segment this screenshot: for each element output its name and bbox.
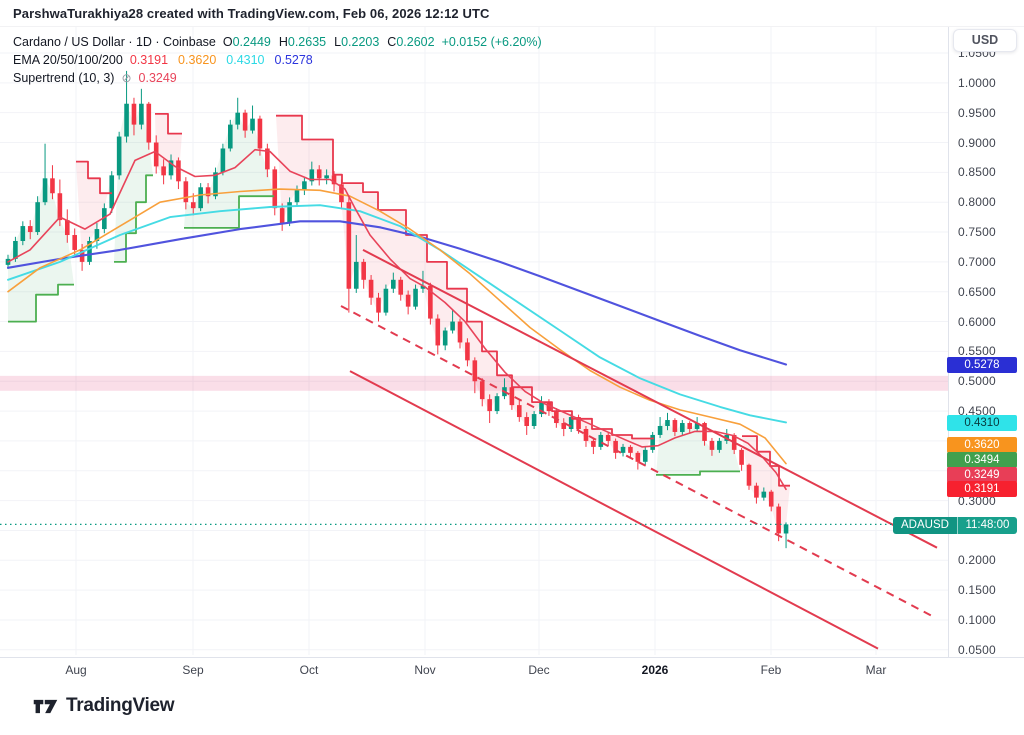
price-tick: 0.0500 (958, 642, 996, 657)
tradingview-logo-icon (33, 699, 58, 713)
price-tick: 1.0000 (958, 75, 996, 90)
legend-ema-row: EMA 20/50/100/200 0.3191 0.3620 0.4310 0.52… (13, 51, 542, 69)
legend-symbol-row: Cardano / US Dollar · 1D · Coinbase O0.2… (13, 33, 542, 51)
header-bar: ParshwaTurakhiya28 created with TradingV… (0, 0, 1024, 27)
attribution-text: ParshwaTurakhiya28 created with TradingV… (13, 6, 490, 21)
supertrend-fill (8, 103, 790, 534)
price-tick: 0.4500 (958, 404, 996, 419)
footer: TradingView (0, 683, 1024, 735)
ohlc-item: L0.2203 (334, 35, 380, 49)
chart-area: Cardano / US Dollar · 1D · Coinbase O0.2… (0, 27, 948, 657)
ohlc-item: H0.2635 (278, 35, 327, 49)
price-tick: 0.1500 (958, 583, 996, 598)
change-value: +0.0152 (+6.20%) (441, 35, 542, 49)
price-tick: 0.8000 (958, 195, 996, 210)
symbol-countdown-badge: ADAUSD 11:48:00 (893, 517, 1017, 534)
price-tick: 0.5000 (958, 374, 996, 389)
price-badge: 0.3620 (947, 437, 1017, 453)
ema-50-line (7, 188, 787, 465)
tradingview-logo[interactable]: TradingView (33, 695, 175, 717)
trend-channel (340, 249, 938, 650)
price-badge: 0.5278 (947, 357, 1017, 373)
ohlc-values: O0.2449 H0.2635 L0.2203 C0.2602 (223, 35, 435, 49)
time-tick: 2026 (641, 663, 669, 677)
price-tick: 0.3000 (958, 493, 996, 508)
tradingview-logo-text: TradingView (66, 695, 175, 716)
price-tick: 0.6500 (958, 284, 996, 299)
time-tick: Nov (414, 663, 436, 677)
time-tick: Dec (528, 663, 550, 677)
hidden-eye-icon[interactable]: ⊘ (121, 71, 132, 85)
price-badge: 0.3191 (947, 481, 1017, 497)
grid (0, 27, 948, 655)
symbol-label: ADAUSD (893, 517, 957, 534)
time-tick: Oct (299, 663, 319, 677)
price-tick: 0.5500 (958, 344, 996, 359)
ema-value: 0.4310 (226, 53, 265, 67)
ema-20-line (7, 148, 787, 491)
ema-values: 0.3191 0.3620 0.4310 0.5278 (130, 53, 313, 67)
time-axis[interactable]: Aug Sep Oct Nov Dec 2026 Feb Mar (0, 657, 1024, 683)
time-tick: Feb (760, 663, 782, 677)
price-badge: 0.4310 (947, 415, 1017, 431)
countdown-label: 11:48:00 (956, 517, 1017, 534)
time-tick: Sep (182, 663, 204, 677)
legend-supertrend-row: Supertrend (10, 3) ⊘ 0.3249 (13, 69, 542, 87)
price-axis[interactable]: USD 1.0500 1.0000 0.9500 0.9000 0.8500 0.8000… (893, 27, 1024, 657)
supertrend-title: Supertrend (10, 3) (13, 71, 115, 85)
symbol-title: Cardano / US Dollar · 1D · Coinbase (13, 35, 216, 49)
ema-value: 0.5278 (274, 53, 313, 67)
ohlc-item: O0.2449 (222, 35, 271, 49)
chart-canvas[interactable] (0, 27, 948, 657)
price-tick: 0.7000 (958, 254, 996, 269)
currency-toggle-button[interactable]: USD (953, 29, 1017, 52)
time-tick: Mar (865, 663, 887, 677)
time-tick: Aug (65, 663, 87, 677)
price-tick: 0.1000 (958, 613, 996, 627)
price-tick: 0.8500 (958, 165, 996, 180)
ema-value: 0.3191 (129, 53, 169, 67)
price-tick: 0.9500 (958, 105, 996, 120)
price-badge: 0.3249 (947, 467, 1017, 483)
price-tick: 0.9000 (958, 135, 996, 150)
supertrend-value: 0.3249 (138, 71, 177, 85)
ohlc-item: C0.2602 (387, 35, 435, 49)
price-tick: 0.6000 (958, 314, 996, 329)
horizontal-price-band (0, 375, 948, 391)
ema-200-line (6, 220, 788, 366)
chart-legend: Cardano / US Dollar · 1D · Coinbase O0.2… (13, 33, 542, 87)
price-badge: 0.3494 (947, 452, 1017, 468)
ema-value: 0.3620 (178, 53, 217, 67)
price-tick: 0.2000 (958, 553, 996, 568)
supertrend-line (8, 113, 790, 487)
ema-title: EMA 20/50/100/200 (13, 53, 123, 67)
price-tick: 0.7500 (958, 225, 996, 239)
